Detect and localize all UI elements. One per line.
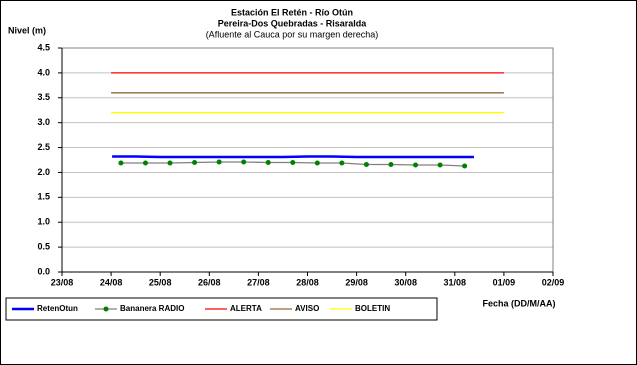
point (241, 159, 247, 165)
x-tick-label: 02/09 (542, 277, 565, 287)
legend-label: AVISO (295, 304, 319, 313)
chart-subtitle: Pereira-Dos Quebradas - Risaralda (218, 18, 368, 28)
chart-title: Estación El Retén - Río Otún (231, 7, 353, 17)
y-tick-label: 0.5 (37, 241, 50, 251)
y-tick-label: 2.5 (37, 142, 50, 152)
chart-subtitle: (Afluente al Cauca por su margen derecha… (206, 29, 379, 39)
point (192, 159, 198, 165)
legend-label: Bananera RADIO (120, 304, 184, 313)
x-tick-label: 01/09 (493, 277, 516, 287)
y-tick-label: 3.5 (37, 92, 50, 102)
x-tick-label: 30/08 (394, 277, 417, 287)
y-tick-label: 1.5 (37, 192, 50, 202)
x-tick-label: 23/08 (51, 277, 74, 287)
point (290, 159, 296, 165)
x-axis-label: Fecha (DD/M/AA) (482, 298, 555, 308)
point (142, 160, 148, 166)
point (265, 159, 271, 165)
y-tick-label: 4.0 (37, 67, 50, 77)
y-tick-label: 0.0 (37, 266, 50, 276)
point (339, 160, 345, 166)
x-tick-label: 31/08 (444, 277, 467, 287)
x-tick-label: 25/08 (149, 277, 172, 287)
y-axis-label: Nivel (m) (8, 25, 46, 35)
point (216, 159, 222, 165)
point (437, 162, 443, 168)
x-tick-label: 28/08 (296, 277, 319, 287)
point (167, 160, 173, 166)
point (413, 162, 419, 168)
point (462, 163, 468, 169)
point (314, 160, 320, 166)
point (363, 161, 369, 167)
legend-marker (103, 306, 109, 312)
x-tick-label: 27/08 (247, 277, 270, 287)
legend-label: BOLETIN (355, 304, 390, 313)
x-tick-label: 24/08 (100, 277, 123, 287)
y-tick-label: 4.5 (37, 42, 50, 52)
y-tick-label: 2.0 (37, 167, 50, 177)
point (118, 160, 124, 166)
x-tick-label: 29/08 (345, 277, 368, 287)
y-tick-label: 1.0 (37, 217, 50, 227)
y-tick-label: 3.0 (37, 117, 50, 127)
x-tick-label: 26/08 (198, 277, 221, 287)
point (388, 161, 394, 167)
legend-label: RetenOtun (37, 304, 78, 313)
legend-label: ALERTA (230, 304, 262, 313)
